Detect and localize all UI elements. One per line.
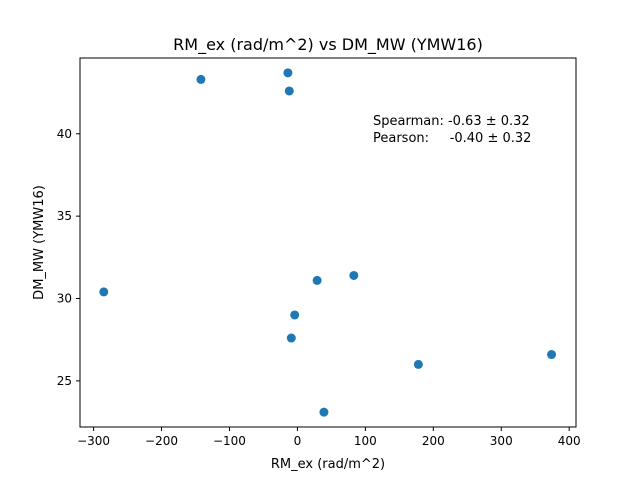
x-tick-label: 300: [490, 434, 513, 448]
pearson-annotation: Pearson: -0.40 ± 0.32: [373, 131, 531, 146]
data-point-5: [312, 275, 322, 285]
x-tick-label: −200: [145, 434, 178, 448]
y-tick-label: 35: [57, 209, 72, 223]
y-tick-label: 30: [57, 292, 72, 306]
data-point-3: [284, 86, 294, 96]
x-tick-label: −100: [213, 434, 246, 448]
x-tick-label: 100: [354, 434, 377, 448]
x-tick-label: 0: [294, 434, 302, 448]
spearman-annotation: Spearman: -0.63 ± 0.32: [373, 114, 530, 129]
data-point-9: [413, 359, 423, 369]
data-point-6: [349, 270, 359, 280]
x-tick-label: 400: [558, 434, 581, 448]
x-tick-label: −300: [77, 434, 110, 448]
plot-frame: [79, 57, 577, 428]
data-point-1: [196, 74, 206, 84]
y-axis-label: DM_MW (YMW16): [32, 185, 47, 300]
points-layer: [99, 68, 557, 417]
y-ticks: 25 30 35 40: [57, 127, 80, 388]
data-point-11: [319, 407, 329, 417]
data-point-8: [286, 333, 296, 343]
y-tick-label: 25: [57, 374, 72, 388]
y-tick-label: 40: [57, 127, 72, 141]
x-ticks: −300 −200 −100 0 100 200 300 400: [77, 427, 581, 448]
data-point-10: [547, 350, 557, 360]
chart-title: RM_ex (rad/m^2) vs DM_MW (YMW16): [173, 35, 483, 55]
x-tick-label: 200: [422, 434, 445, 448]
data-point-7: [290, 310, 300, 320]
data-point-4: [99, 287, 109, 297]
x-axis-label: RM_ex (rad/m^2): [271, 457, 385, 472]
data-point-2: [283, 68, 293, 78]
